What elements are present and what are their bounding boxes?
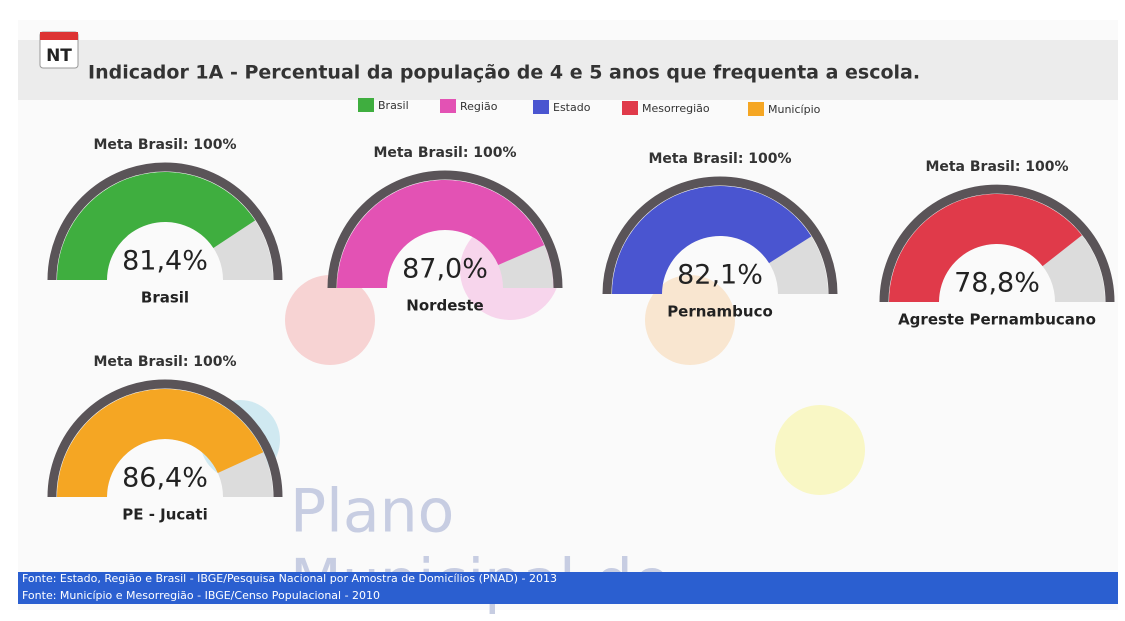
gauge-target: Meta Brasil: 100% <box>93 137 236 153</box>
gauge-value-label: 87,0% <box>402 254 488 285</box>
legend-swatch <box>748 102 764 116</box>
gauge-value <box>889 193 1082 302</box>
legend-label: Brasil <box>378 99 409 112</box>
gauge-value-label: 86,4% <box>122 463 208 494</box>
header-band <box>18 40 1118 100</box>
gauge-target: Meta Brasil: 100% <box>373 145 516 161</box>
gauge-value-label: 82,1% <box>677 260 763 291</box>
legend-label: Região <box>460 100 498 113</box>
gauge-label: Brasil <box>141 289 189 307</box>
badge-top <box>40 32 78 40</box>
gauge-value <box>57 388 264 497</box>
gauge-value-label: 78,8% <box>954 268 1040 299</box>
gauge-rim <box>327 170 563 289</box>
legend-label: Município <box>768 103 821 116</box>
footer-band <box>18 572 1118 604</box>
gauge-target: Meta Brasil: 100% <box>93 354 236 370</box>
gauge-target: Meta Brasil: 100% <box>648 151 791 167</box>
gauge-target: Meta Brasil: 100% <box>925 159 1068 175</box>
gauge-label: Nordeste <box>406 297 483 315</box>
gauge-rim <box>879 184 1115 303</box>
badge-text: NT <box>46 46 72 66</box>
gauge-value <box>57 171 256 280</box>
gauge-label: Agreste Pernambucano <box>898 311 1096 329</box>
gauge-rim <box>602 176 838 295</box>
gauge-label: Pernambuco <box>667 303 773 321</box>
watermark-text: Plano <box>290 477 454 547</box>
gauge-rim <box>47 379 283 498</box>
gauge-label: PE - Jucati <box>122 506 208 524</box>
gauge-value <box>337 180 545 288</box>
legend-swatch <box>440 99 456 113</box>
chart-title: Indicador 1A - Percentual da população d… <box>88 62 920 84</box>
legend-swatch <box>358 98 374 112</box>
gauge-rim <box>47 162 283 281</box>
legend-swatch <box>533 100 549 114</box>
legend-swatch <box>622 101 638 115</box>
source-text: Fonte: Estado, Região e Brasil - IBGE/Pe… <box>22 572 557 585</box>
legend-label: Estado <box>553 101 591 114</box>
gauge-value-label: 81,4% <box>122 246 208 277</box>
panel <box>18 20 1118 610</box>
legend-label: Mesorregião <box>642 102 710 115</box>
gauge-value <box>612 185 812 294</box>
source-text: Fonte: Município e Mesorregião - IBGE/Ce… <box>22 589 380 602</box>
